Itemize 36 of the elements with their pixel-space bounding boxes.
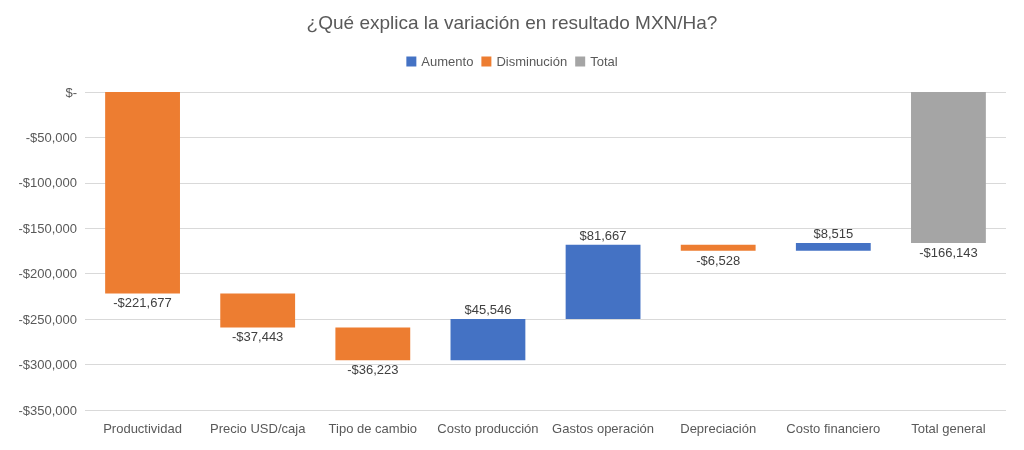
y-tick-label: -$150,000 bbox=[18, 220, 77, 236]
bar bbox=[450, 318, 526, 361]
y-tick-label: -$50,000 bbox=[25, 129, 77, 145]
data-label: $81,667 bbox=[579, 227, 627, 243]
y-tick-label: -$100,000 bbox=[18, 175, 77, 191]
x-tick-label: Tipo de cambio bbox=[328, 421, 418, 436]
legend-label: Aumento bbox=[421, 54, 474, 69]
x-tick-label: Costo financiero bbox=[786, 421, 881, 436]
bar bbox=[335, 327, 411, 361]
data-label: $8,515 bbox=[813, 225, 854, 241]
y-tick-label: -$200,000 bbox=[18, 266, 77, 282]
chart-title: ¿Qué explica la variación en resultado MXN/Ha? bbox=[306, 12, 718, 33]
data-label: -$166,143 bbox=[919, 244, 978, 260]
bar bbox=[220, 293, 296, 328]
data-label: $45,546 bbox=[464, 301, 512, 317]
data-label: -$221,677 bbox=[113, 295, 172, 311]
data-label: -$6,528 bbox=[696, 252, 741, 268]
x-tick-label: Total general bbox=[911, 421, 986, 436]
y-tick-label: -$350,000 bbox=[18, 402, 77, 418]
bar bbox=[911, 92, 986, 243]
x-tick-label: Precio USD/caja bbox=[210, 421, 307, 436]
bar bbox=[565, 244, 641, 319]
legend-label: Disminución bbox=[496, 54, 568, 69]
y-tick-label: -$300,000 bbox=[18, 357, 77, 373]
legend-label: Total bbox=[590, 54, 618, 69]
bar bbox=[105, 92, 180, 294]
bar bbox=[680, 244, 756, 251]
y-tick-label: -$250,000 bbox=[18, 311, 77, 327]
data-label: -$36,223 bbox=[347, 362, 399, 378]
x-tick-label: Depreciación bbox=[680, 421, 757, 436]
x-tick-label: Costo producción bbox=[437, 421, 539, 436]
x-tick-label: Productividad bbox=[103, 421, 182, 436]
data-label: -$37,443 bbox=[232, 329, 284, 345]
x-tick-label: Gastos operación bbox=[552, 421, 655, 436]
y-tick-label: $- bbox=[65, 84, 77, 100]
bar bbox=[795, 242, 871, 251]
